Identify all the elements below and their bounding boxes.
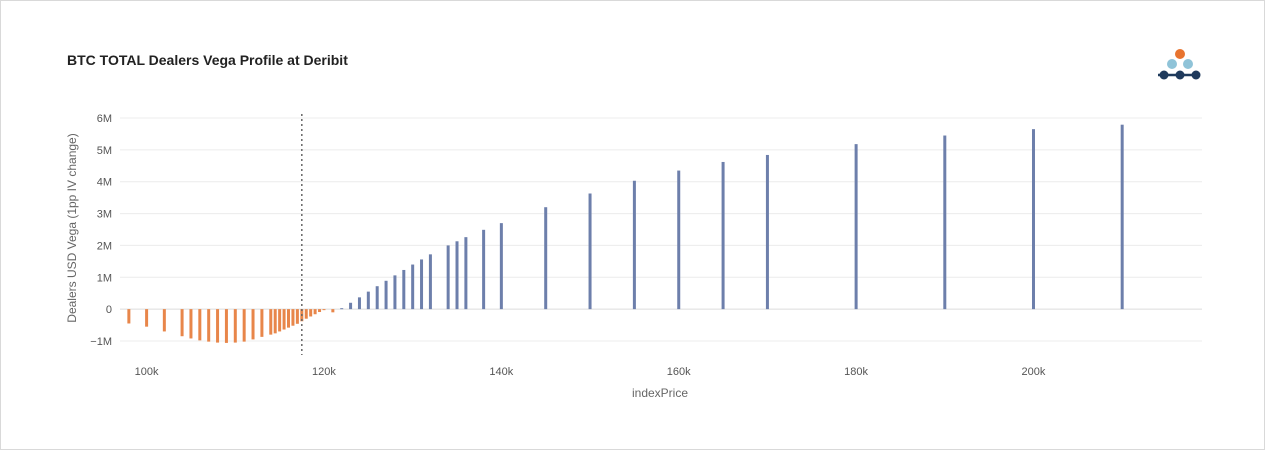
bar[interactable] xyxy=(366,291,370,310)
bar[interactable] xyxy=(295,309,299,324)
bar[interactable] xyxy=(224,309,228,343)
bar[interactable] xyxy=(309,309,313,317)
bar[interactable] xyxy=(269,309,273,335)
bar[interactable] xyxy=(632,180,636,310)
y-tick-label: 2M xyxy=(97,240,112,252)
chart-title: BTC TOTAL Dealers Vega Profile at Deribi… xyxy=(67,52,348,68)
bar-series xyxy=(127,124,1124,343)
x-tick-label: 200k xyxy=(1022,366,1046,378)
y-tick-label: 6M xyxy=(97,113,112,125)
bar[interactable] xyxy=(331,309,335,313)
bar[interactable] xyxy=(854,144,858,310)
bar[interactable] xyxy=(544,207,548,310)
bar[interactable] xyxy=(411,264,415,310)
bar[interactable] xyxy=(677,170,681,310)
y-tick-label: 4M xyxy=(97,177,112,189)
bar[interactable] xyxy=(162,309,166,332)
bar[interactable] xyxy=(273,309,277,334)
bar[interactable] xyxy=(721,161,725,310)
y-tick-label: −1M xyxy=(90,336,112,348)
grid-lines xyxy=(120,117,1202,342)
y-tick-label: 0 xyxy=(106,304,112,316)
bar[interactable] xyxy=(420,259,424,310)
bar[interactable] xyxy=(482,229,486,310)
bar[interactable] xyxy=(145,309,149,327)
bar[interactable] xyxy=(322,309,326,311)
y-axis-title: Dealers USD Vega (1pp IV change) xyxy=(65,133,79,322)
bar[interactable] xyxy=(313,309,317,315)
bar[interactable] xyxy=(242,309,246,342)
bar[interactable] xyxy=(464,237,468,310)
bar[interactable] xyxy=(340,308,344,310)
bar[interactable] xyxy=(357,297,361,310)
bar[interactable] xyxy=(375,286,379,310)
y-tick-label: 5M xyxy=(97,145,112,157)
tick-labels: −1M 0 1M 2M 3M 4M 5M 6M 100k 120k 140k 160k 180k 200k xyxy=(90,113,1046,378)
bar[interactable] xyxy=(287,309,291,328)
bar[interactable] xyxy=(216,309,220,343)
brand-logo-icon xyxy=(1158,49,1201,80)
bar[interactable] xyxy=(282,309,286,330)
bar[interactable] xyxy=(588,193,592,310)
bar[interactable] xyxy=(318,309,322,313)
bar[interactable] xyxy=(233,309,237,343)
bar[interactable] xyxy=(189,309,193,339)
bar[interactable] xyxy=(291,309,295,326)
x-tick-label: 140k xyxy=(489,366,513,378)
y-tick-label: 3M xyxy=(97,209,112,221)
bar[interactable] xyxy=(1120,124,1124,310)
bar[interactable] xyxy=(180,309,184,337)
bar[interactable] xyxy=(455,241,459,310)
x-tick-label: 100k xyxy=(135,366,159,378)
bar[interactable] xyxy=(402,269,406,310)
bar[interactable] xyxy=(127,309,131,324)
bar[interactable] xyxy=(765,154,769,310)
y-tick-label: 1M xyxy=(97,272,112,284)
bar[interactable] xyxy=(304,309,308,319)
bar[interactable] xyxy=(393,275,397,310)
bar[interactable] xyxy=(207,309,211,342)
bar[interactable] xyxy=(384,280,388,310)
x-tick-label: 160k xyxy=(667,366,691,378)
bar[interactable] xyxy=(198,309,202,341)
bar[interactable] xyxy=(349,302,353,310)
x-tick-label: 120k xyxy=(312,366,336,378)
x-axis-title: indexPrice xyxy=(632,386,688,400)
bar[interactable] xyxy=(251,309,255,340)
bar[interactable] xyxy=(278,309,282,332)
bar[interactable] xyxy=(1031,129,1035,310)
bar[interactable] xyxy=(260,309,264,337)
bar[interactable] xyxy=(428,254,432,310)
bar[interactable] xyxy=(446,245,450,310)
bar[interactable] xyxy=(499,223,503,310)
bar[interactable] xyxy=(943,135,947,310)
x-tick-label: 180k xyxy=(844,366,868,378)
